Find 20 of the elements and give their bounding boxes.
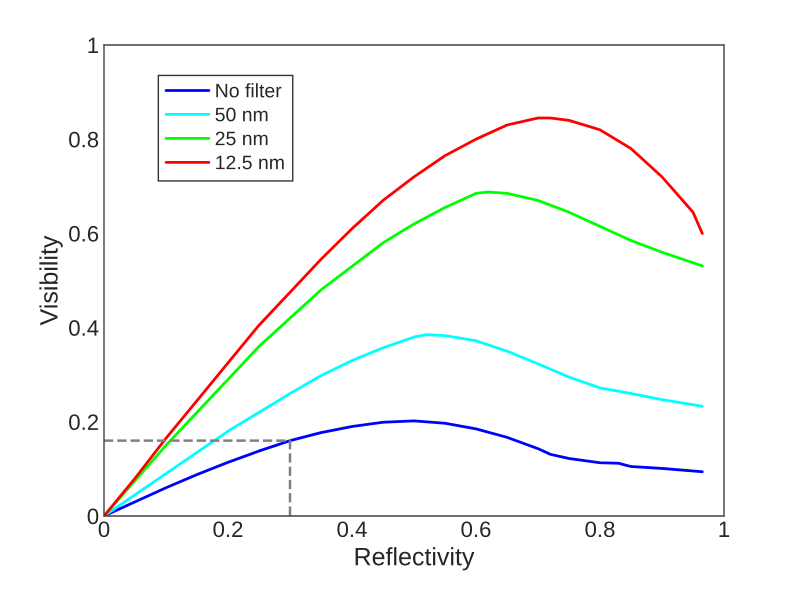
line-series <box>104 190 704 516</box>
legend-label: No filter <box>216 83 282 98</box>
x-tick-label: 0.8 <box>585 521 614 538</box>
x-tick-label: 0.4 <box>337 521 367 538</box>
y-tick-label: 0.6 <box>69 226 98 242</box>
x-axis-title: Reflectivity <box>356 547 474 570</box>
legend-label: 25 nm <box>216 132 268 146</box>
x-tick-label: 0.2 <box>213 521 242 538</box>
y-tick-label: 0.4 <box>69 320 98 336</box>
legend-label: 12.5 nm <box>216 156 284 170</box>
y-tick-label: 0.8 <box>69 132 98 148</box>
legend-label: 50 nm <box>216 108 268 122</box>
y-tick-label: 0 <box>88 508 98 524</box>
x-tick-label: 1 <box>720 522 730 537</box>
y-axis-title: Visibility <box>39 236 63 326</box>
line-series <box>104 333 704 516</box>
y-tick-label: 0.2 <box>69 414 98 430</box>
x-tick-label: 0.6 <box>461 521 490 538</box>
y-tick-label: 1 <box>88 38 98 54</box>
x-tick-label: 0 <box>98 521 110 538</box>
